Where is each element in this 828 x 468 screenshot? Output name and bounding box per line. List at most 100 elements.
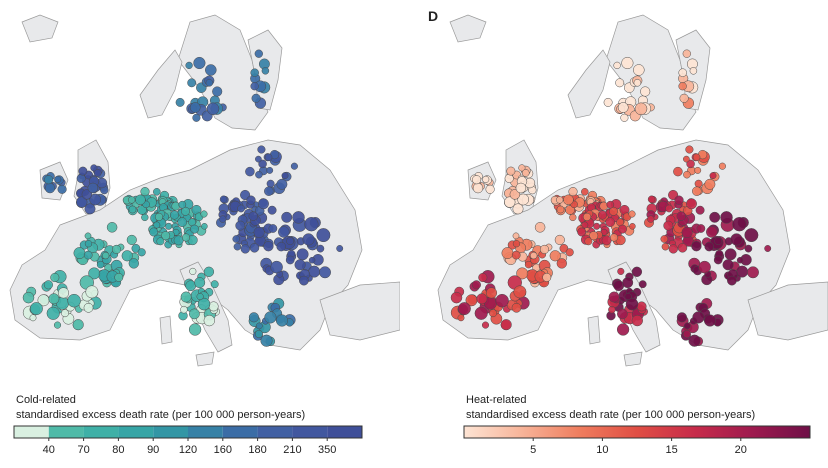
region-dot [72,319,84,331]
region-dot [180,291,192,303]
region-dot [137,248,146,257]
legend-tick-label: 180 [248,444,266,456]
region-dot [84,232,92,240]
region-dot [292,211,305,224]
region-dot [624,293,632,301]
region-dot [268,224,278,233]
region-dot [474,306,488,320]
region-dot [589,231,599,241]
region-dot [485,287,498,299]
region-dot [83,250,93,260]
region-dot [554,234,565,245]
region-dot [188,323,202,336]
legend-swatch [118,426,154,438]
region-dot [57,184,67,194]
region-dot [78,166,88,176]
region-dot [248,312,259,323]
region-dot [249,243,260,253]
region-dot [316,244,325,253]
region-dot [661,242,670,251]
region-dot [165,222,173,230]
region-dot [660,235,669,243]
region-dot [732,217,747,232]
region-dot [764,245,772,252]
region-dot [615,78,625,88]
region-dot [568,187,578,197]
region-dot [482,175,490,183]
region-dot [201,223,208,230]
region-dot [181,206,190,216]
region-dot [141,213,149,222]
region-dot [76,173,86,183]
legend-tick-label: 5 [530,444,536,456]
region-dot [625,297,639,311]
region-dot [29,314,37,322]
region-dot [676,211,687,221]
region-dot [128,258,139,269]
region-dot [686,159,695,169]
region-dot [709,211,721,223]
legend-swatch [222,426,258,438]
region-dot [686,198,697,210]
cold-legend: 40 70 80 90 120 160 180 210 350 [13,425,363,456]
region-dot [601,235,612,246]
region-dot [668,244,678,254]
region-dot [744,228,759,243]
cold-legend-title-line2: standardised excess death rate (per 100 … [16,409,306,421]
legend-tick-label: 15 [665,444,677,456]
region-dot [556,205,565,214]
cold-map [9,14,400,367]
region-dot [603,97,613,107]
region-dot [457,302,471,316]
region-dot [516,267,529,280]
region-dot [478,272,488,283]
region-dot [260,334,273,347]
region-dot [171,201,181,211]
region-dot [319,266,331,279]
region-dot [706,226,718,238]
region-dot [609,206,618,216]
region-dot [665,204,673,213]
region-dot [149,227,159,237]
region-dot [694,179,703,188]
region-dot [200,210,208,218]
region-dot [631,266,643,277]
legend-tick-label: 20 [735,444,747,456]
region-dot [633,79,642,87]
region-dot [683,322,691,330]
region-dot [178,200,187,209]
cold-panel: Cold-related standardised excess death r… [0,0,400,468]
region-dot [175,97,185,107]
region-dot [736,256,744,264]
region-dot [208,301,219,312]
region-dot [511,250,521,260]
region-dot [270,260,283,274]
region-dot [246,195,256,205]
region-dot [131,244,141,253]
region-dot [511,302,522,313]
region-dot [616,323,630,336]
region-dot [48,293,60,305]
region-dot [190,224,199,234]
region-dot [85,285,99,299]
region-dot [304,217,319,232]
region-dot [688,334,701,347]
region-dot [87,182,99,194]
region-dot [727,275,737,286]
region-dot [53,321,62,329]
region-dot [582,212,592,221]
region-dot [605,217,616,227]
region-dot [618,224,627,234]
region-dots [450,49,772,347]
region-dot [692,311,705,324]
region-dot [676,312,687,323]
region-dot [88,267,101,280]
region-dot [140,187,150,197]
region-dot [156,237,165,246]
sicily-land [195,351,215,367]
region-dot [692,153,701,162]
region-dot [192,113,201,122]
region-dot [504,196,516,208]
region-dot [695,205,705,215]
region-dot [173,235,184,246]
